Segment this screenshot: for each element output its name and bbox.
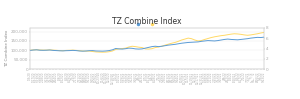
Text: Z: Z	[246, 75, 255, 86]
Title: TZ Combine Index: TZ Combine Index	[112, 17, 182, 26]
Y-axis label: TZ Combine Index: TZ Combine Index	[5, 30, 10, 67]
